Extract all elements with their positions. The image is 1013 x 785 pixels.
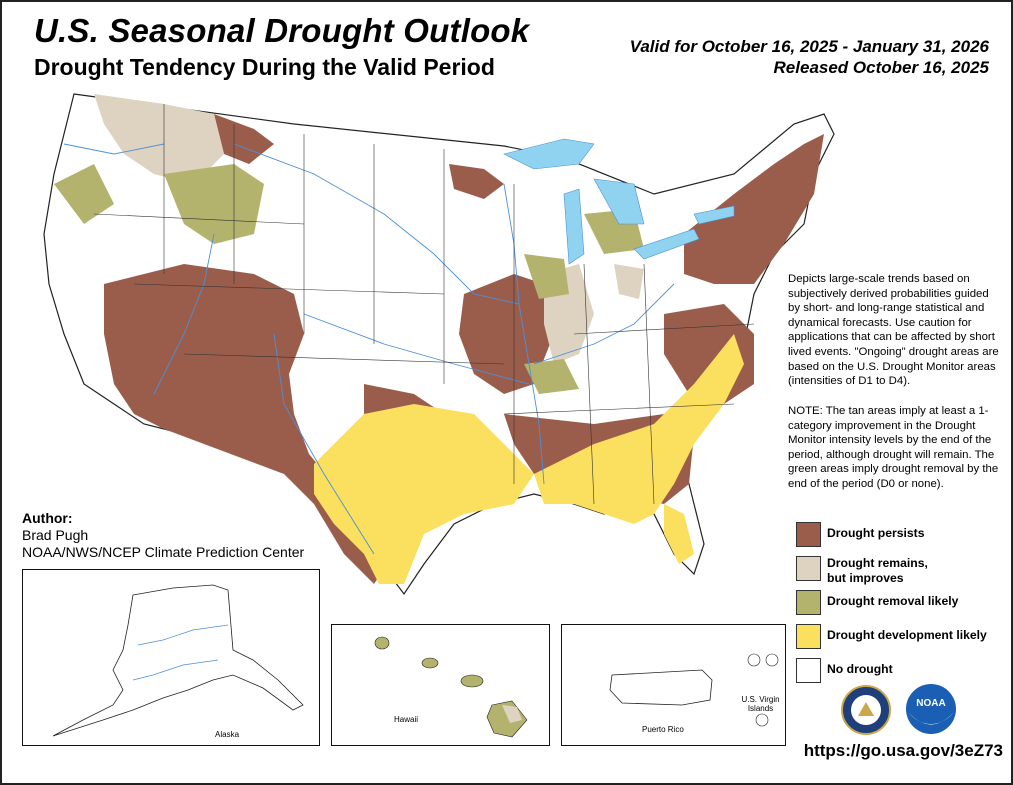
lake-erie bbox=[633, 228, 700, 260]
legend-item-no-drought: No drought bbox=[796, 658, 1006, 692]
rockies-brown bbox=[214, 114, 274, 164]
oahu-island bbox=[421, 657, 439, 669]
legend-swatch-improves bbox=[796, 556, 821, 581]
indiana-green bbox=[524, 254, 569, 299]
legend-swatch-no-drought bbox=[796, 658, 821, 683]
puerto-rico-inset: Puerto Rico U.S. Virgin Islands bbox=[561, 624, 786, 746]
commerce-seal-icon bbox=[841, 685, 891, 735]
valid-period: Valid for October 16, 2025 - January 31,… bbox=[630, 36, 989, 78]
usvi-islands bbox=[747, 653, 779, 727]
legend-item-persists: Drought persists bbox=[796, 522, 1006, 556]
hawaii-label: Hawaii bbox=[394, 715, 419, 724]
legend-item-improves: Drought remains, but improves bbox=[796, 556, 1006, 590]
alaska-map bbox=[52, 584, 304, 737]
description-text: Depicts large-scale trends based on subj… bbox=[788, 273, 999, 388]
northeast-brown bbox=[684, 134, 824, 284]
note-text: NOTE: The tan areas imply at least a 1-c… bbox=[788, 405, 999, 490]
lake-michigan bbox=[563, 188, 585, 265]
valid-line: Valid for October 16, 2025 - January 31,… bbox=[629, 37, 989, 56]
ohio-river bbox=[533, 283, 675, 365]
lake-superior bbox=[503, 138, 595, 170]
columbia-river bbox=[63, 143, 165, 155]
florida-yellow bbox=[664, 504, 694, 564]
legend-label-development: Drought development likely bbox=[827, 628, 987, 642]
great-lakes bbox=[503, 138, 735, 265]
idaho-green bbox=[164, 164, 264, 244]
author-heading: Author: bbox=[22, 510, 73, 526]
noaa-logo-text: NOAA bbox=[916, 698, 945, 709]
colorado-river bbox=[153, 233, 215, 395]
conus-map bbox=[43, 93, 835, 596]
puerto-rico-label: Puerto Rico bbox=[642, 725, 684, 734]
legend-label-persists: Drought persists bbox=[827, 526, 925, 540]
lake-ontario bbox=[693, 205, 735, 225]
kauai-island bbox=[374, 636, 390, 650]
legend-item-removal: Drought removal likely bbox=[796, 590, 1006, 624]
author-org: NOAA/NWS/NCEP Climate Prediction Center bbox=[22, 544, 305, 560]
rio-grande bbox=[273, 333, 375, 555]
page-title: U.S. Seasonal Drought Outlook bbox=[34, 12, 530, 49]
author-block: Author: Brad Pugh NOAA/NWS/NCEP Climate … bbox=[22, 510, 304, 561]
noaa-logo: NOAA bbox=[904, 682, 958, 741]
legend-label-removal: Drought removal likely bbox=[827, 594, 959, 608]
released-line: Released October 16, 2025 bbox=[773, 58, 989, 77]
usvi-label: U.S. Virgin Islands bbox=[741, 695, 780, 713]
alaska-inset: Alaska bbox=[22, 569, 320, 746]
rivers bbox=[63, 143, 675, 555]
drought-development-areas bbox=[314, 334, 744, 584]
maui-island bbox=[460, 674, 484, 688]
kentucky-green bbox=[524, 359, 579, 394]
drought-removal-areas bbox=[54, 164, 644, 394]
source-url[interactable]: https://go.usa.gov/3eZ73 bbox=[803, 741, 1003, 760]
northern-plains-brown bbox=[449, 164, 504, 199]
missouri-river bbox=[233, 143, 520, 305]
legend-swatch-development bbox=[796, 624, 821, 649]
legend-swatch-removal bbox=[796, 590, 821, 615]
legend: Drought persists Drought remains, but im… bbox=[796, 522, 1006, 692]
legend-label-improves: Drought remains, but improves bbox=[827, 556, 928, 585]
michigan-tan bbox=[614, 264, 644, 299]
alaska-outline bbox=[52, 584, 304, 737]
texas-yellow bbox=[314, 404, 534, 584]
noaa-icon: NOAA bbox=[906, 684, 956, 734]
state-boundaries bbox=[93, 104, 755, 505]
big-island-improves bbox=[502, 705, 522, 723]
legend-label-no-drought: No drought bbox=[827, 662, 893, 676]
gulf-yellow bbox=[534, 334, 744, 524]
hawaii-inset: Hawaii bbox=[331, 624, 550, 746]
commerce-seal-logo bbox=[840, 684, 892, 741]
legend-swatch-persists bbox=[796, 522, 821, 547]
pacific-nw-tan bbox=[94, 94, 224, 184]
author-name: Brad Pugh bbox=[22, 527, 89, 543]
alaska-label: Alaska bbox=[215, 730, 240, 739]
legend-item-development: Drought development likely bbox=[796, 624, 1006, 658]
oregon-green bbox=[54, 164, 114, 224]
mississippi-river bbox=[503, 183, 545, 485]
page-subtitle: Drought Tendency During the Valid Period bbox=[34, 54, 495, 80]
alaska-rivers bbox=[132, 624, 229, 681]
puerto-rico-map bbox=[609, 653, 779, 727]
hawaii-map bbox=[374, 636, 528, 738]
arkansas-river bbox=[303, 313, 530, 385]
puerto-rico-outline bbox=[609, 669, 713, 706]
lake-huron bbox=[593, 178, 645, 225]
